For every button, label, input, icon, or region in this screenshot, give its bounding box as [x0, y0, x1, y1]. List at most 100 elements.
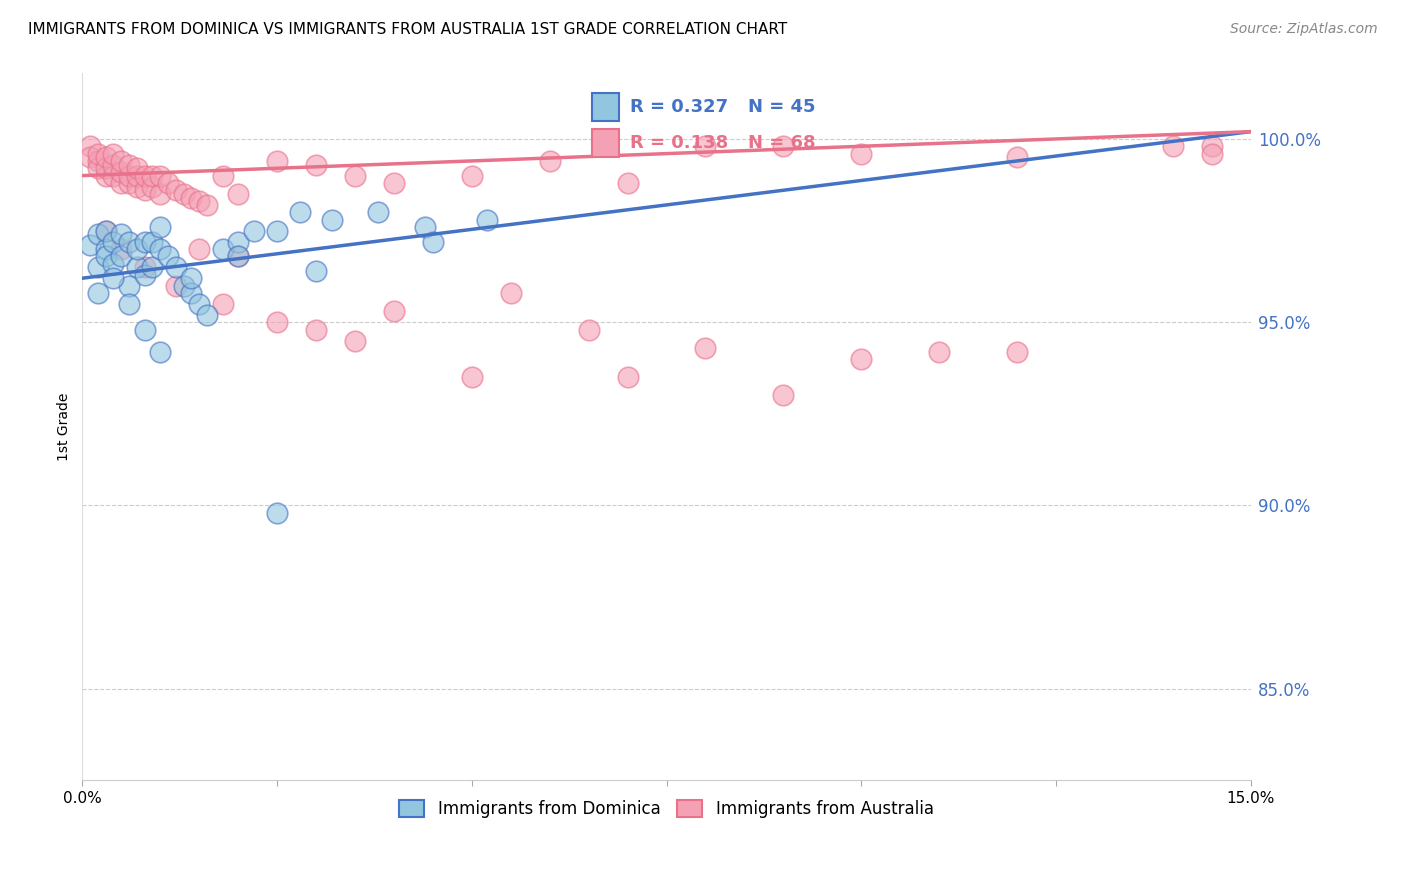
Immigrants from Australia — [616, 370, 638, 384]
Text: N = 68: N = 68 — [748, 134, 815, 152]
Immigrants from Dominica — [94, 223, 117, 237]
Immigrants from Australia — [305, 322, 328, 336]
Immigrants from Australia — [141, 169, 163, 183]
Immigrants from Australia — [851, 351, 873, 366]
Immigrants from Dominica — [173, 278, 195, 293]
Immigrants from Australia — [94, 161, 117, 176]
Immigrants from Australia — [1201, 146, 1223, 161]
Immigrants from Dominica — [94, 249, 117, 263]
Immigrants from Australia — [110, 176, 132, 190]
Immigrants from Australia — [211, 169, 233, 183]
Immigrants from Australia — [125, 179, 148, 194]
Immigrants from Australia — [94, 169, 117, 183]
Immigrants from Australia — [305, 158, 328, 172]
Immigrants from Dominica — [180, 285, 202, 300]
Text: R = 0.138: R = 0.138 — [630, 134, 728, 152]
Immigrants from Dominica — [110, 227, 132, 242]
Immigrants from Australia — [195, 198, 218, 212]
Immigrants from Australia — [343, 169, 366, 183]
Immigrants from Dominica — [305, 264, 328, 278]
Legend: Immigrants from Dominica, Immigrants from Australia: Immigrants from Dominica, Immigrants fro… — [392, 794, 941, 825]
Immigrants from Australia — [226, 249, 249, 263]
Immigrants from Australia — [79, 150, 101, 164]
Immigrants from Australia — [695, 139, 717, 153]
Immigrants from Australia — [110, 165, 132, 179]
Immigrants from Australia — [266, 315, 288, 329]
Immigrants from Australia — [165, 183, 187, 197]
Immigrants from Australia — [110, 153, 132, 168]
Immigrants from Australia — [103, 169, 125, 183]
Immigrants from Australia — [772, 388, 794, 402]
Immigrants from Dominica — [103, 271, 125, 285]
Immigrants from Australia — [1161, 139, 1184, 153]
Immigrants from Dominica — [149, 344, 172, 359]
Y-axis label: 1st Grade: 1st Grade — [58, 392, 72, 461]
Immigrants from Australia — [616, 176, 638, 190]
Immigrants from Australia — [156, 176, 179, 190]
Immigrants from Dominica — [110, 249, 132, 263]
Immigrants from Australia — [118, 176, 141, 190]
Immigrants from Dominica — [103, 256, 125, 270]
Immigrants from Dominica — [125, 242, 148, 256]
Immigrants from Australia — [141, 179, 163, 194]
Text: Source: ZipAtlas.com: Source: ZipAtlas.com — [1230, 22, 1378, 37]
Immigrants from Dominica — [87, 260, 110, 275]
Immigrants from Dominica — [134, 268, 156, 282]
Immigrants from Dominica — [266, 506, 288, 520]
Immigrants from Australia — [343, 334, 366, 348]
Immigrants from Australia — [79, 139, 101, 153]
Immigrants from Australia — [851, 146, 873, 161]
Immigrants from Australia — [134, 169, 156, 183]
Immigrants from Australia — [134, 260, 156, 275]
Text: IMMIGRANTS FROM DOMINICA VS IMMIGRANTS FROM AUSTRALIA 1ST GRADE CORRELATION CHAR: IMMIGRANTS FROM DOMINICA VS IMMIGRANTS F… — [28, 22, 787, 37]
Immigrants from Australia — [382, 176, 405, 190]
Immigrants from Dominica — [211, 242, 233, 256]
Immigrants from Dominica — [94, 242, 117, 256]
Immigrants from Dominica — [87, 285, 110, 300]
Immigrants from Australia — [149, 169, 172, 183]
Immigrants from Australia — [125, 169, 148, 183]
Immigrants from Dominica — [188, 297, 211, 311]
Immigrants from Australia — [134, 183, 156, 197]
Immigrants from Australia — [382, 304, 405, 318]
Immigrants from Australia — [1005, 344, 1028, 359]
Immigrants from Australia — [180, 191, 202, 205]
Bar — [592, 93, 619, 121]
Immigrants from Dominica — [290, 205, 312, 219]
Immigrants from Dominica — [134, 235, 156, 249]
Immigrants from Australia — [87, 146, 110, 161]
Immigrants from Dominica — [413, 219, 436, 234]
Immigrants from Dominica — [226, 249, 249, 263]
Immigrants from Australia — [94, 150, 117, 164]
Immigrants from Australia — [538, 153, 561, 168]
Immigrants from Australia — [118, 158, 141, 172]
Immigrants from Dominica — [165, 260, 187, 275]
Immigrants from Australia — [578, 322, 600, 336]
Immigrants from Dominica — [321, 212, 343, 227]
Immigrants from Dominica — [118, 297, 141, 311]
Immigrants from Australia — [499, 285, 522, 300]
Immigrants from Australia — [149, 186, 172, 201]
Immigrants from Dominica — [367, 205, 389, 219]
Immigrants from Dominica — [118, 235, 141, 249]
Immigrants from Australia — [103, 158, 125, 172]
Immigrants from Australia — [695, 341, 717, 355]
Bar — [592, 129, 619, 157]
Immigrants from Australia — [461, 169, 484, 183]
Immigrants from Australia — [165, 278, 187, 293]
Text: R = 0.327: R = 0.327 — [630, 98, 728, 116]
Immigrants from Dominica — [79, 238, 101, 252]
Immigrants from Dominica — [180, 271, 202, 285]
Immigrants from Dominica — [118, 278, 141, 293]
Immigrants from Australia — [94, 223, 117, 237]
Immigrants from Dominica — [477, 212, 499, 227]
Immigrants from Australia — [173, 186, 195, 201]
Immigrants from Dominica — [226, 235, 249, 249]
Immigrants from Australia — [103, 146, 125, 161]
Immigrants from Australia — [110, 242, 132, 256]
Immigrants from Australia — [118, 169, 141, 183]
Immigrants from Dominica — [103, 235, 125, 249]
Immigrants from Australia — [1201, 139, 1223, 153]
Immigrants from Australia — [1005, 150, 1028, 164]
Immigrants from Dominica — [156, 249, 179, 263]
